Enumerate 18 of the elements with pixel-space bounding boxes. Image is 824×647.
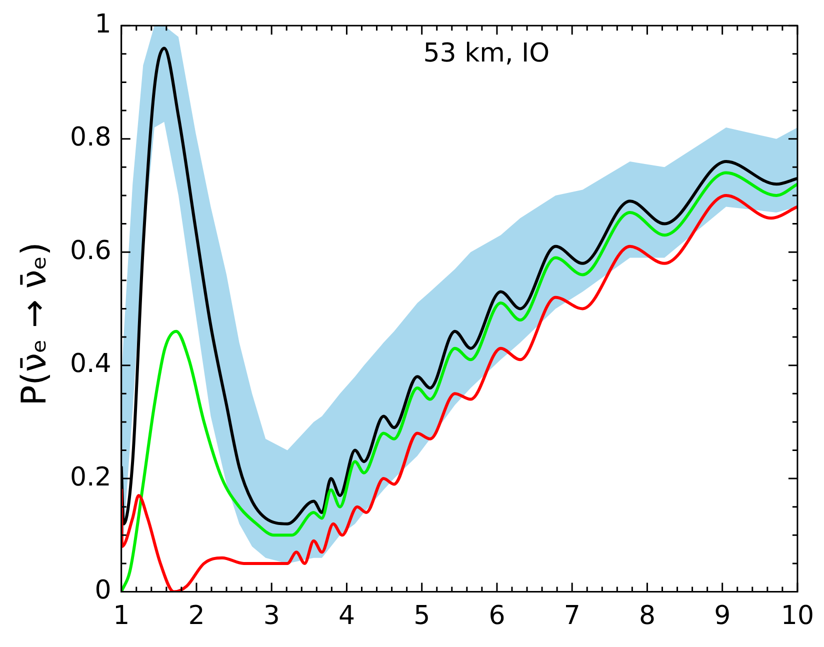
- y-tick-label: 0.8: [70, 122, 112, 153]
- y-tick-label: 0: [94, 576, 112, 606]
- x-tick-label: 7: [564, 601, 580, 632]
- x-tick-label: 6: [488, 601, 506, 632]
- y-tick-label: 0.2: [70, 462, 112, 492]
- y-tick-label: 0.6: [70, 236, 112, 266]
- x-tick-label: 5: [414, 601, 430, 632]
- y-axis-title: P(ν̄ₑ → ν̄ₑ): [15, 242, 56, 406]
- x-tick-label: 10: [780, 601, 814, 632]
- annotation: 53 km, IO: [423, 38, 550, 68]
- y-tick-label: 1: [94, 9, 112, 40]
- x-tick-label: 1: [113, 601, 130, 632]
- x-tick-label: 9: [714, 601, 731, 632]
- x-tick-label: 8: [638, 601, 656, 632]
- x-tick-label: 2: [188, 601, 205, 632]
- x-tick-label: 3: [263, 601, 280, 632]
- y-tick-label: 0.4: [70, 349, 112, 380]
- x-tick-label: 4: [338, 601, 355, 632]
